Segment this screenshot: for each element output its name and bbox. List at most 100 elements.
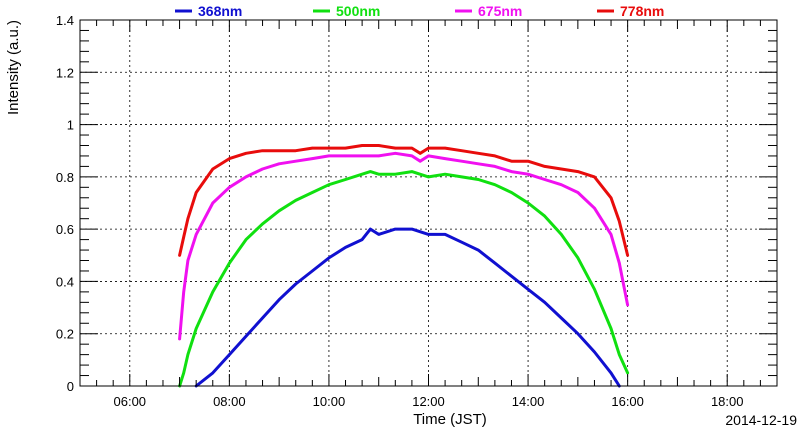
data-point-778nm [344, 146, 347, 150]
legend: 368nm 500nm 675nm 778nm [175, 3, 664, 19]
data-point-778nm [609, 196, 613, 199]
data-point-675nm [211, 201, 214, 205]
data-point-500nm [394, 173, 397, 176]
data-point-778nm [410, 146, 414, 150]
data-point-500nm [576, 256, 580, 260]
data-point-368nm [460, 241, 463, 244]
data-point-778nm [560, 167, 563, 171]
data-point-368nm [394, 227, 397, 231]
data-point-675nm [182, 290, 185, 294]
data-point-500nm [626, 371, 629, 375]
data-point-500nm [477, 178, 480, 181]
data-point-675nm [327, 154, 331, 158]
y-tick-label: 0.4 [56, 274, 74, 289]
y-tick-label: 1 [67, 118, 74, 133]
data-point-500nm [618, 353, 621, 356]
y-axis-title: Intensity (a.u.) [5, 20, 22, 115]
data-point-368nm [369, 227, 372, 231]
data-point-368nm [477, 248, 480, 252]
data-point-675nm [360, 154, 364, 158]
date-label: 2014-12-19 [725, 412, 797, 428]
y-tick-label: 1.4 [56, 13, 74, 28]
y-tick-label: 0 [67, 379, 74, 394]
data-point-500nm [311, 191, 314, 194]
data-point-500nm [543, 214, 546, 218]
axis-ticks [79, 19, 778, 387]
data-point-368nm [410, 227, 414, 231]
data-point-500nm [443, 173, 447, 176]
data-point-778nm [443, 146, 447, 150]
data-point-500nm [228, 261, 231, 265]
data-point-500nm [211, 290, 214, 294]
data-point-500nm [427, 175, 430, 179]
data-point-500nm [510, 191, 513, 194]
data-point-675nm [377, 154, 380, 158]
data-point-500nm [460, 175, 463, 179]
data-point-778nm [377, 144, 380, 147]
data-point-675nm [576, 191, 580, 194]
data-point-778nm [311, 146, 314, 150]
data-point-778nm [593, 175, 596, 179]
data-point-778nm [543, 165, 546, 168]
data-point-675nm [194, 233, 198, 236]
grid [80, 20, 777, 386]
data-point-368nm [427, 233, 430, 236]
data-point-675nm [277, 162, 281, 165]
data-point-368nm [576, 332, 580, 335]
data-point-675nm [261, 167, 264, 171]
data-point-778nm [228, 157, 231, 160]
data-point-675nm [294, 159, 297, 163]
data-point-500nm [277, 209, 281, 213]
series-layer [178, 144, 630, 388]
data-point-368nm [493, 261, 497, 265]
data-point-500nm [526, 201, 530, 205]
data-point-675nm [593, 207, 596, 210]
data-point-778nm [510, 159, 513, 163]
data-point-368nm [360, 238, 364, 241]
data-point-368nm [277, 298, 281, 301]
series-line-778nm [178, 144, 630, 257]
data-point-778nm [526, 159, 530, 163]
data-point-675nm [526, 173, 530, 176]
data-point-778nm [178, 254, 181, 257]
y-tick-label: 0.6 [56, 222, 74, 237]
x-tick-label: 16:00 [611, 394, 644, 409]
data-point-500nm [344, 178, 347, 181]
data-point-500nm [493, 183, 497, 186]
data-point-675nm [443, 157, 447, 160]
series-line-500nm [178, 170, 630, 388]
data-point-778nm [427, 146, 430, 150]
x-tick-label: 08:00 [213, 394, 246, 409]
data-point-500nm [294, 199, 297, 202]
data-point-500nm [369, 170, 372, 173]
data-point-368nm [377, 233, 380, 236]
data-point-778nm [244, 152, 248, 155]
data-point-778nm [211, 167, 214, 171]
data-point-500nm [186, 353, 190, 356]
legend-label-675nm: 675nm [478, 3, 522, 19]
data-point-675nm [244, 175, 248, 179]
x-tick-label: 10:00 [313, 394, 346, 409]
legend-label-368nm: 368nm [198, 3, 242, 19]
data-point-778nm [294, 149, 297, 152]
data-point-675nm [543, 178, 546, 181]
data-point-778nm [419, 152, 422, 155]
data-point-368nm [560, 316, 563, 320]
data-point-368nm [593, 350, 596, 354]
data-point-368nm [311, 269, 314, 273]
data-point-675nm [560, 183, 563, 186]
x-tick-label: 12:00 [412, 394, 445, 409]
x-tick-label: 06:00 [114, 394, 147, 409]
x-tick-label: 14:00 [512, 394, 545, 409]
y-tick-label: 1.2 [56, 65, 74, 80]
data-point-675nm [394, 152, 397, 155]
data-point-500nm [261, 222, 264, 226]
y-tick-label: 0.2 [56, 327, 74, 342]
data-point-368nm [244, 335, 248, 338]
data-point-778nm [182, 235, 185, 239]
legend-label-778nm: 778nm [620, 3, 664, 19]
data-point-778nm [277, 149, 281, 152]
data-point-368nm [344, 246, 347, 249]
data-point-500nm [593, 288, 596, 291]
data-point-500nm [410, 170, 414, 173]
